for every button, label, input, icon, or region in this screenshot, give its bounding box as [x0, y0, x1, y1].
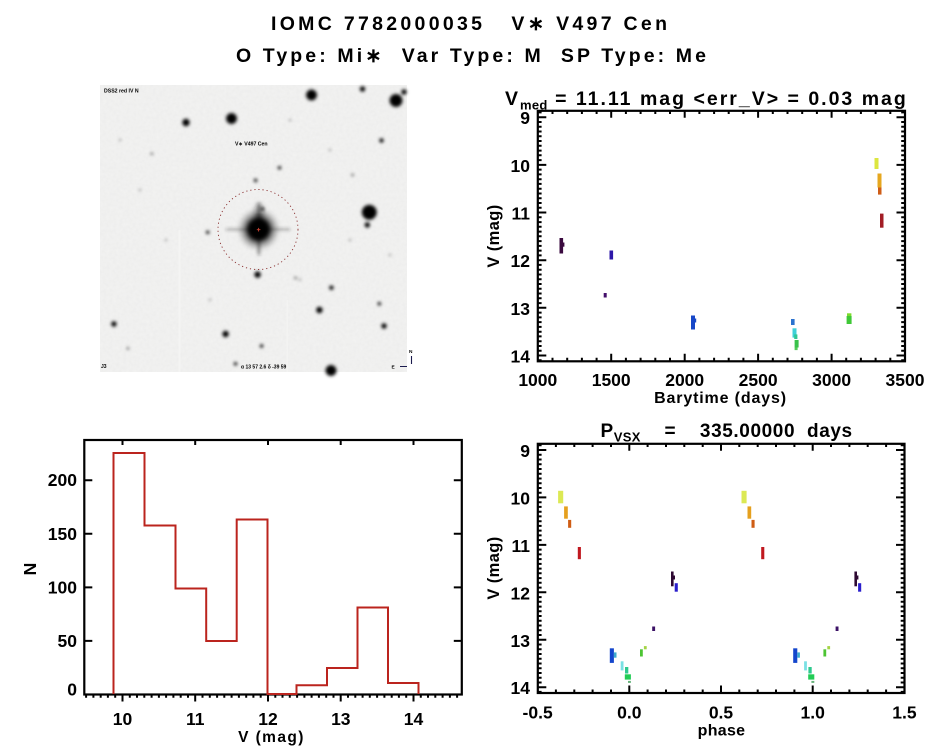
svg-text:10: 10	[511, 488, 531, 508]
svg-text:2000: 2000	[665, 370, 704, 390]
svg-text:11: 11	[512, 536, 531, 556]
svg-text:12: 12	[511, 251, 531, 271]
svg-text:2500: 2500	[739, 370, 778, 390]
svg-text:α 13 57 2.6 δ -39 59: α 13 57 2.6 δ -39 59	[241, 365, 287, 371]
svg-text:3000: 3000	[812, 370, 851, 390]
svg-text:-0.5: -0.5	[523, 702, 553, 722]
svg-text:V (mag): V (mag)	[485, 536, 503, 599]
svg-text:14: 14	[511, 347, 531, 367]
svg-text:100: 100	[48, 577, 77, 597]
svg-text:0.0: 0.0	[617, 702, 642, 722]
svg-text:J3: J3	[101, 364, 107, 370]
svg-text:phase: phase	[698, 723, 746, 740]
svg-text:O Type: Mi∗ Var Type: M SP T: O Type: Mi∗ Var Type: M SP Type: Me	[236, 45, 709, 67]
svg-text:13: 13	[511, 299, 531, 319]
svg-text:1000: 1000	[518, 370, 557, 390]
svg-text:V (mag): V (mag)	[485, 204, 503, 267]
svg-text:V∗ V497 Cen: V∗ V497 Cen	[235, 142, 268, 148]
svg-text:N: N	[409, 349, 413, 355]
svg-text:PVSX = 335.00000 days: PVSX = 335.00000 days	[601, 421, 853, 445]
svg-text:0: 0	[67, 680, 77, 700]
svg-text:IOMC 7782000035 V∗ V497 Cen: IOMC 7782000035 V∗ V497 Cen	[271, 13, 670, 35]
svg-text:12: 12	[511, 583, 531, 603]
svg-text:9: 9	[520, 108, 530, 128]
svg-text:200: 200	[48, 470, 77, 490]
svg-text:14: 14	[511, 678, 531, 698]
svg-text:13: 13	[511, 631, 531, 651]
svg-text:11: 11	[186, 709, 205, 729]
svg-text:3500: 3500	[886, 370, 925, 390]
svg-text:Barytime (days): Barytime (days)	[654, 390, 787, 407]
svg-text:DSS2 red IV N: DSS2 red IV N	[104, 89, 139, 95]
svg-text:12: 12	[258, 709, 278, 729]
svg-text:9: 9	[520, 441, 530, 461]
svg-text:13: 13	[331, 709, 351, 729]
svg-text:N: N	[20, 563, 40, 576]
svg-text:1.5: 1.5	[892, 702, 917, 722]
svg-text:10: 10	[511, 156, 531, 176]
svg-text:1.0: 1.0	[801, 702, 826, 722]
svg-text:V (mag): V (mag)	[238, 729, 305, 746]
svg-text:150: 150	[48, 524, 77, 544]
svg-text:10: 10	[113, 709, 133, 729]
svg-text:14: 14	[404, 709, 424, 729]
svg-text:E: E	[392, 365, 396, 371]
svg-text:11: 11	[512, 204, 531, 224]
svg-text:1500: 1500	[592, 370, 631, 390]
svg-text:Vmed = 11.11 mag <err_V> = 0.0: Vmed = 11.11 mag <err_V> = 0.03 mag	[505, 88, 908, 113]
svg-text:50: 50	[58, 631, 78, 651]
svg-text:0.5: 0.5	[709, 702, 734, 722]
